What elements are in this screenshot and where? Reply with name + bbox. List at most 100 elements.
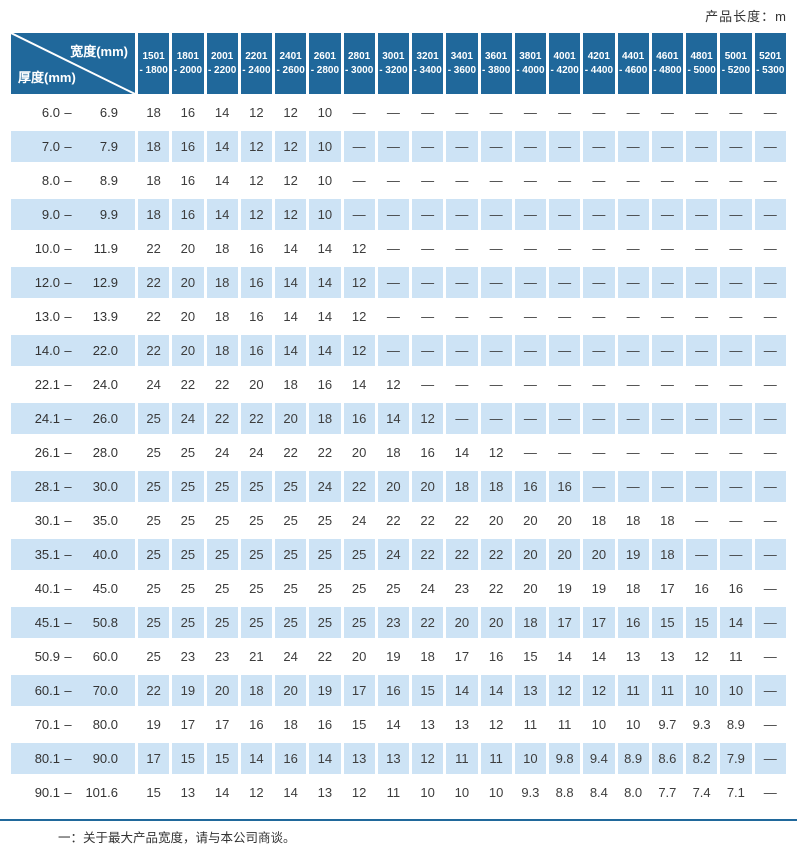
max-length-cell: 25 (309, 539, 341, 570)
max-length-cell: 16 (488, 649, 504, 664)
max-length-cell: — (421, 309, 435, 324)
width-range-header: 3001- 3200 (377, 33, 409, 94)
width-range-header: 4401- 4600 (617, 33, 649, 94)
max-length-cell: 19 (146, 717, 161, 732)
max-length-cell: 9.4 (583, 743, 615, 774)
max-length-cell: 7.7 (658, 785, 677, 800)
max-length-cell: — (343, 199, 375, 230)
max-length-cell: — (754, 199, 786, 230)
max-length-cell: 25 (172, 471, 204, 502)
max-length-cell: 15 (206, 743, 238, 774)
max-length-cell: 22 (343, 471, 375, 502)
max-length-cell: — (377, 267, 409, 298)
max-length-cell: — (754, 267, 786, 298)
max-length-cell: 24 (249, 445, 264, 460)
max-length-cell: 16 (317, 377, 333, 392)
max-length-cell: 17 (214, 717, 230, 732)
max-length-cell: — (626, 309, 640, 324)
max-length-cell: 10 (720, 675, 752, 706)
max-length-cell: — (729, 513, 743, 528)
max-length-cell: 14 (206, 131, 238, 162)
max-length-cell: — (583, 403, 615, 434)
max-length-cell: — (446, 403, 478, 434)
max-length-cell: 16 (617, 607, 649, 638)
width-range-header: 3201- 3400 (412, 33, 444, 94)
max-length-cell: 11 (557, 717, 572, 732)
max-length-cell: 8.4 (589, 785, 608, 800)
table-row: 45.1–50.8 25 25 25 25 25 25 25 23 22 20 20 18 17 17 16 1… (11, 607, 786, 638)
max-length-cell: 18 (591, 513, 607, 528)
max-length-cell: 25 (206, 471, 238, 502)
table-row: 35.1–40.0 25 25 25 25 25 25 25 24 22 22 22 20 20 20 19 1… (11, 539, 786, 570)
max-length-cell: — (514, 335, 546, 366)
width-range-header: 4001- 4200 (549, 33, 581, 94)
max-length-cell: — (352, 173, 366, 188)
max-length-cell: 22 (206, 403, 238, 434)
max-length-cell: 12 (386, 377, 401, 392)
product-length-unit-label: 产品长度：m (705, 9, 787, 24)
max-length-cell: — (686, 199, 718, 230)
max-length-cell: 22 (454, 513, 470, 528)
max-length-cell: — (480, 199, 512, 230)
max-length-cell: — (686, 267, 718, 298)
max-length-cell: 16 (180, 105, 196, 120)
max-length-cell: — (549, 403, 581, 434)
max-length-cell: 16 (275, 743, 307, 774)
max-length-cell: 14 (309, 335, 341, 366)
max-length-cell: — (489, 309, 503, 324)
max-length-cell: — (412, 199, 444, 230)
max-length-cell: 11 (729, 649, 743, 664)
max-length-cell: — (686, 131, 718, 162)
max-length-cell: — (729, 173, 743, 188)
max-length-cell: 12 (583, 675, 615, 706)
max-length-cell: 8.9 (726, 717, 745, 732)
max-length-cell: — (686, 539, 718, 570)
width-range-header: 5201- 5300 (754, 33, 786, 94)
thickness-range-header: 6.0–6.9 (41, 105, 118, 120)
table-row: 80.1–90.0 17 15 15 14 16 14 13 13 12 11 11 10 9.8 9.4 8… (11, 743, 786, 774)
max-length-cell: 24 (172, 403, 204, 434)
max-length-cell: 24 (309, 471, 341, 502)
max-length-cell: 22 (420, 513, 435, 528)
max-length-cell: 9.3 (521, 785, 540, 800)
table-row: 12.0–12.9 22 20 18 16 14 14 12— — — — — — — — — — — — (11, 267, 786, 298)
table-row: 26.1–28.0 25 25 24 24 22 22 20 18 16 14 12 — — — — — — — — (11, 437, 786, 468)
table-row: 7.0–7.9 18 16 14 12 12 10— — — — — — — — — — — — — (11, 131, 786, 162)
table-row: 90.1–101.6 15 13 14 12 14 13 12 11 10 10 10 9.3 8.8 8.… (11, 777, 786, 808)
max-length-cell: — (558, 377, 572, 392)
max-length-cell: 12 (351, 241, 367, 256)
max-length-cell: — (583, 267, 615, 298)
width-axis-label: 宽度(mm) (70, 44, 128, 59)
max-length-cell: — (386, 105, 400, 120)
max-length-cell: — (754, 539, 786, 570)
max-length-cell: — (651, 335, 683, 366)
max-length-cell: — (729, 241, 743, 256)
max-length-cell: 22 (480, 539, 512, 570)
max-length-cell: 20 (172, 335, 204, 366)
max-length-cell: — (523, 105, 537, 120)
max-length-cell: 12 (412, 403, 444, 434)
max-length-cell: 24 (214, 445, 230, 460)
max-length-cell: 25 (138, 607, 170, 638)
max-length-cell: 7.4 (692, 785, 711, 800)
max-length-cell: — (763, 173, 777, 188)
max-length-cell: 18 (386, 445, 401, 460)
max-length-cell: 18 (420, 649, 435, 664)
max-length-cell: 22 (412, 607, 444, 638)
max-length-cell: 19 (591, 581, 607, 596)
max-length-cell: 25 (146, 649, 161, 664)
max-length-cell: — (523, 377, 537, 392)
max-length-cell: — (651, 131, 683, 162)
max-length-cell: — (763, 717, 777, 732)
max-length-cell: 14 (317, 241, 333, 256)
max-length-cell: 12 (240, 199, 272, 230)
max-length-cell: — (754, 471, 786, 502)
width-range-header: 4601- 4800 (651, 33, 683, 94)
max-length-cell: 15 (351, 717, 367, 732)
max-length-cell: 12 (275, 199, 307, 230)
max-length-cell: 25 (317, 513, 333, 528)
max-length-cell: 10 (488, 785, 504, 800)
max-length-cell: 14 (309, 267, 341, 298)
max-length-cell: 7.1 (726, 785, 745, 800)
